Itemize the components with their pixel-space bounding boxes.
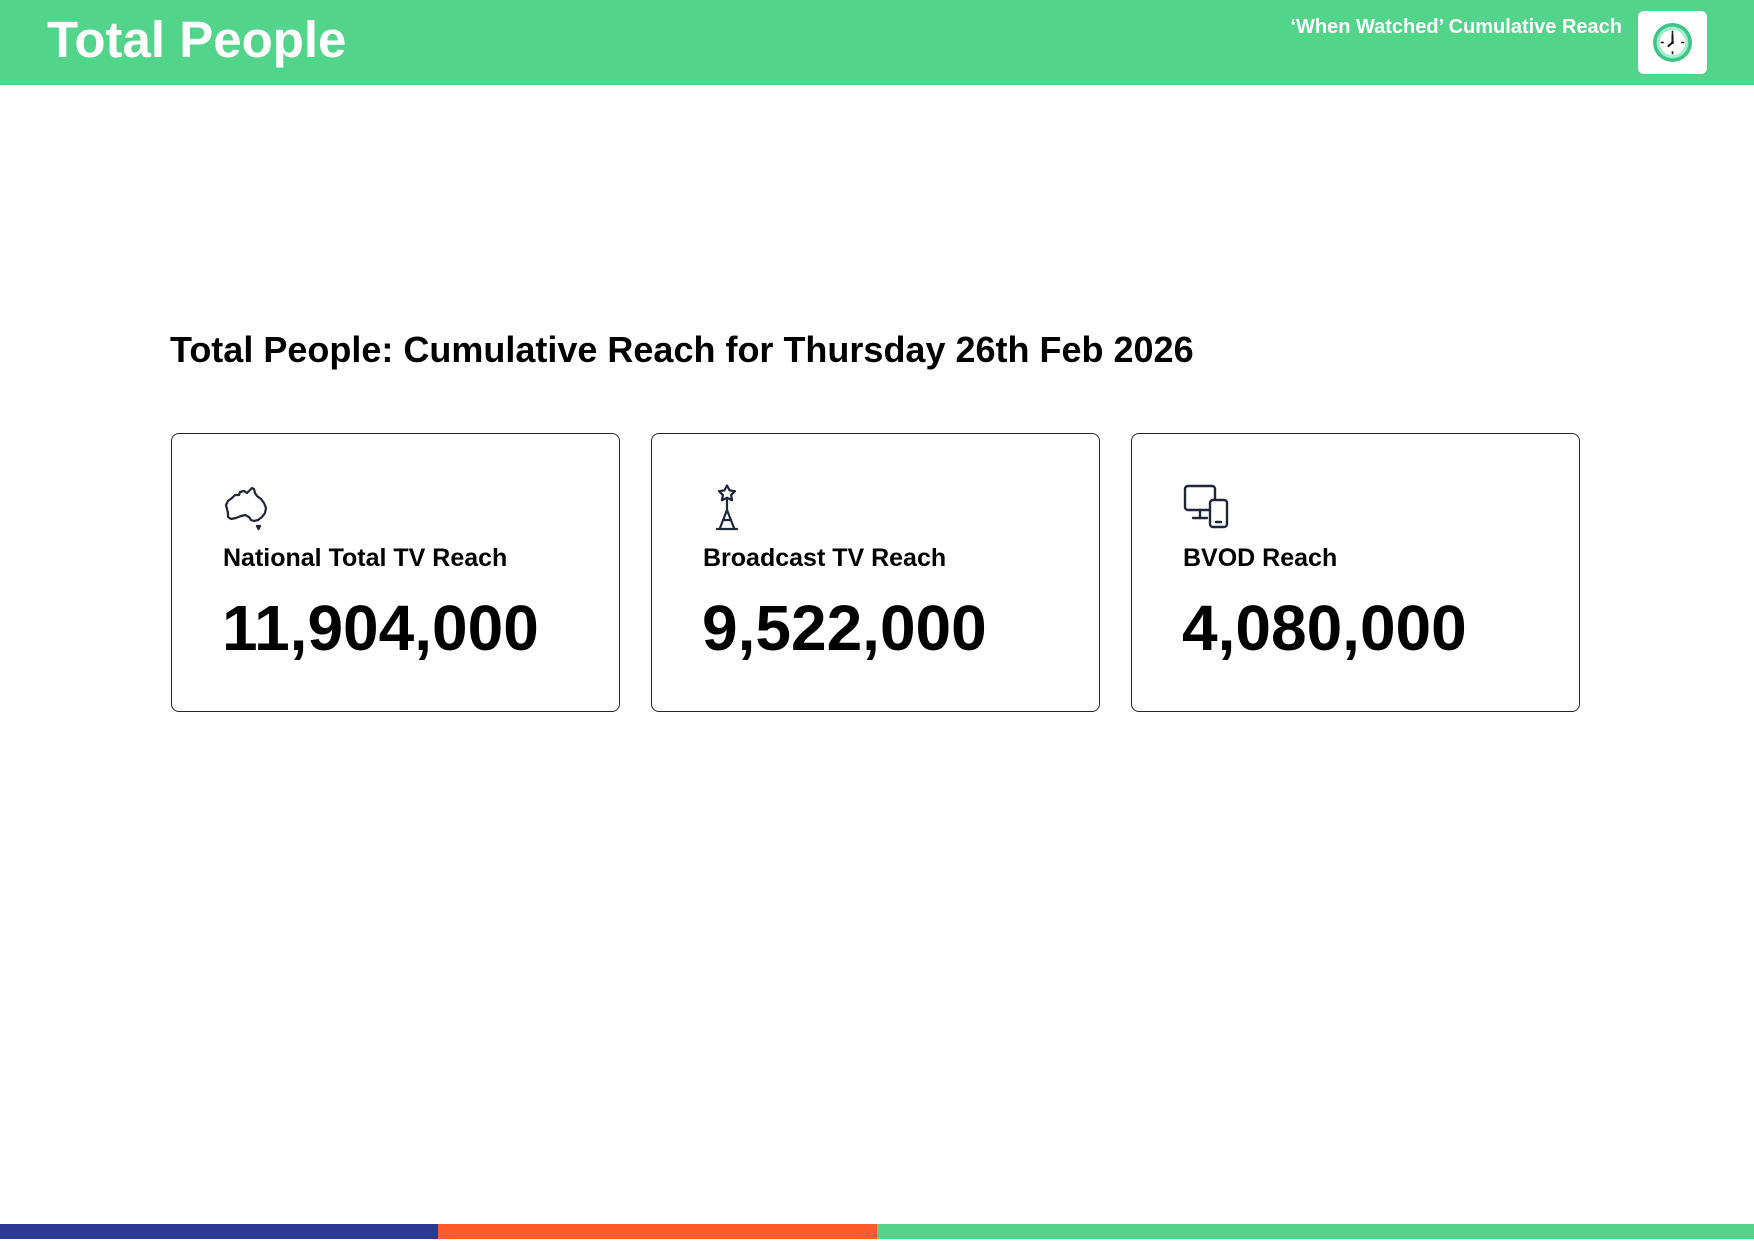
broadcast-tv-reach-card: Broadcast TV Reach 9,522,000 bbox=[651, 433, 1100, 712]
footer-bar-navy bbox=[0, 1224, 438, 1239]
report-subtitle: ‘When Watched’ Cumulative Reach bbox=[1290, 16, 1622, 38]
footer-bar-green bbox=[877, 1224, 1754, 1239]
page-title: Total People bbox=[47, 11, 347, 68]
card-label: BVOD Reach bbox=[1183, 544, 1338, 572]
card-label: National Total TV Reach bbox=[223, 544, 508, 572]
australia-map-icon bbox=[224, 486, 268, 531]
bvod-reach-card: BVOD Reach 4,080,000 bbox=[1131, 433, 1580, 712]
national-total-tv-reach-card: National Total TV Reach 11,904,000 bbox=[171, 433, 620, 712]
footer-bar-orange bbox=[438, 1224, 877, 1239]
clock-icon bbox=[1653, 23, 1692, 62]
card-value: 9,522,000 bbox=[702, 592, 987, 664]
header-bar: Total People ‘When Watched’ Cumulative R… bbox=[0, 0, 1754, 85]
clock-logo bbox=[1638, 11, 1707, 74]
card-value: 11,904,000 bbox=[222, 592, 539, 664]
devices-icon bbox=[1183, 484, 1229, 529]
card-label: Broadcast TV Reach bbox=[703, 544, 947, 572]
broadcast-tower-icon bbox=[715, 484, 739, 531]
section-title: Total People: Cumulative Reach for Thurs… bbox=[170, 329, 1194, 370]
card-value: 4,080,000 bbox=[1182, 592, 1467, 664]
